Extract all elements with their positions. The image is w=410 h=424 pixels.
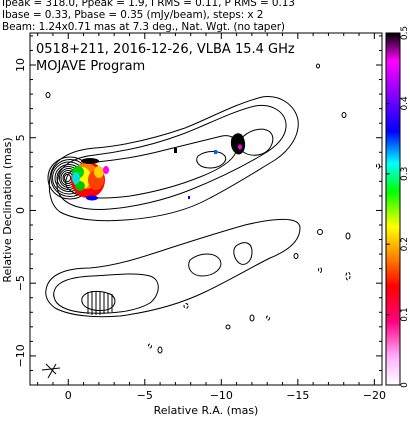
black-knot — [230, 133, 246, 155]
x-axis-label: Relative R.A. (mas) — [154, 404, 259, 417]
header-line-1: Ipeak = 318.0, Ppeak = 1.9, I RMS = 0.11… — [2, 0, 295, 9]
magenta-dot — [238, 144, 242, 150]
lower-contour-4 — [188, 253, 222, 277]
y-tick-label: −5 — [14, 275, 27, 291]
colorbar-tick-label: 0.3 — [400, 167, 410, 181]
colorbar-tick-label: 0.5 — [400, 26, 410, 40]
colorbar — [385, 32, 401, 386]
polarization-blob — [71, 158, 109, 201]
colorbar-tick-label: 0.1 — [400, 307, 410, 321]
y-tick-label: 10 — [14, 58, 27, 72]
lower-contour-2 — [53, 273, 159, 314]
plot-frame — [29, 32, 383, 386]
y-tick-label: 5 — [14, 134, 27, 141]
black-bit — [174, 148, 177, 153]
x-tick-label: −5 — [137, 389, 153, 402]
blue-pixel — [214, 150, 217, 154]
blue-pixel-2 — [188, 196, 190, 199]
lower-contour-5 — [233, 242, 253, 265]
noise-contours — [45, 63, 380, 354]
jet-contour-2 — [56, 104, 287, 210]
chart-title: 0518+211, 2016-12-26, VLBA 15.4 GHz — [36, 42, 295, 57]
y-tick-label: −10 — [14, 344, 27, 367]
jet-contour-5 — [238, 128, 274, 156]
y-axis-label: Relative Declination (mas) — [1, 137, 14, 282]
axes: 0 −5 −10 −15 −20 −10 −5 0 5 10 — [14, 33, 386, 402]
header-line-3: Beam: 1.24x0.71 mas at 7.3 deg., Nat. Wg… — [2, 21, 285, 33]
chart-subtitle: MOJAVE Program — [36, 59, 145, 74]
colorbar-ticks: 0 0.1 0.2 0.3 0.4 0.5 — [386, 26, 410, 388]
jet-outer-contour — [48, 96, 299, 222]
lower-outer-contour — [45, 218, 301, 318]
lower-contour-3 — [81, 290, 116, 311]
x-tick-label: −10 — [210, 389, 233, 402]
jet-contour-4 — [196, 151, 227, 169]
x-tick-label: 0 — [65, 389, 72, 402]
colorbar-tick-label: 0.2 — [400, 237, 410, 251]
x-tick-label: −15 — [286, 389, 309, 402]
map-content — [45, 63, 380, 354]
colorbar-tick-label: 0 — [400, 382, 410, 388]
lower-hatched-stripes — [87, 291, 113, 315]
y-tick-label: 0 — [14, 207, 27, 214]
colorbar-tick-label: 0.4 — [400, 96, 410, 111]
header-line-2: Ibase = 0.33, Pbase = 0.35 (mJy/beam), s… — [2, 9, 264, 21]
x-tick-label: −20 — [363, 389, 386, 402]
beam-marker — [41, 363, 61, 379]
